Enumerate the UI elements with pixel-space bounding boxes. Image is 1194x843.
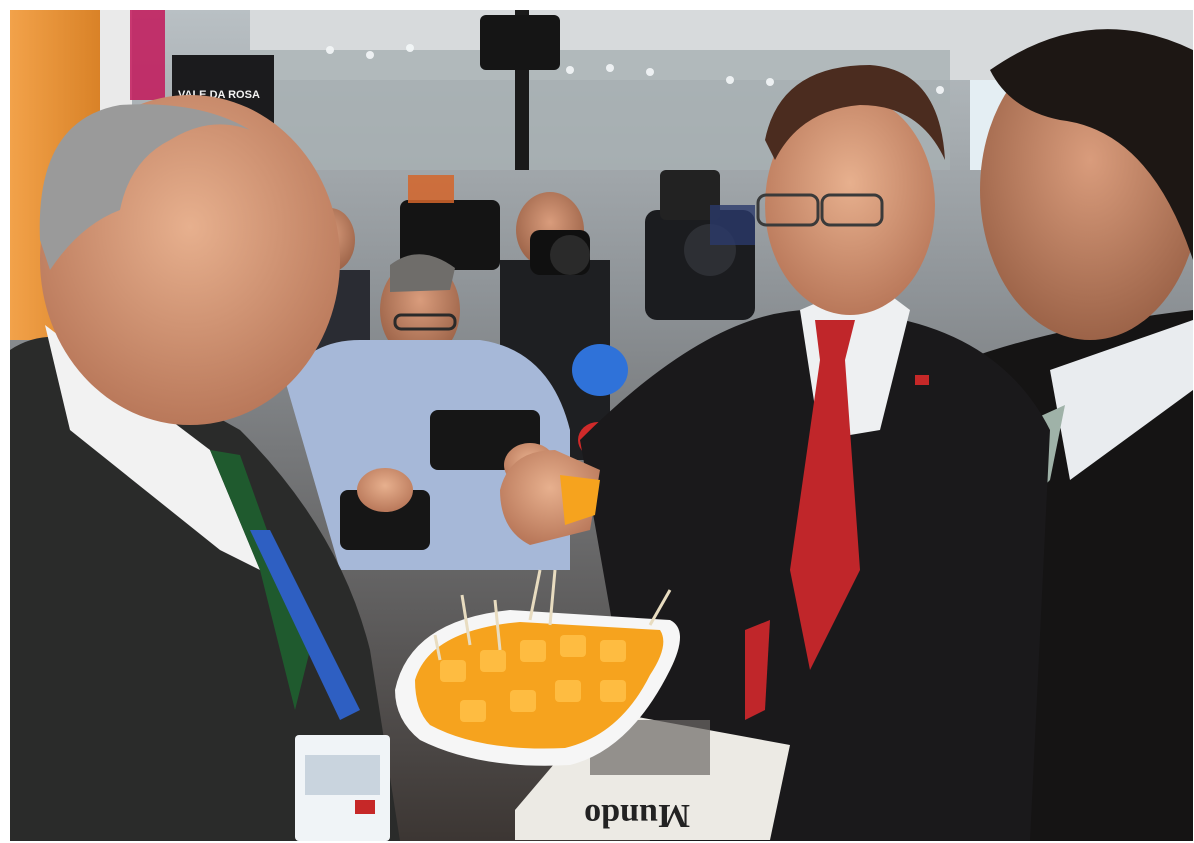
tv-camera	[645, 170, 755, 320]
tv-camera-top	[480, 10, 560, 170]
newspaper-masthead: Mundo	[584, 797, 690, 834]
red-tie	[790, 320, 860, 670]
man-center	[500, 65, 1050, 841]
lapel-pin	[915, 375, 929, 385]
photo: VALE DA ROSA	[10, 10, 1193, 841]
ceiling-lights	[326, 44, 944, 94]
toothpicks	[433, 569, 672, 661]
photographers-crowd	[285, 175, 610, 570]
green-tie	[210, 450, 310, 710]
lanyard	[250, 530, 360, 720]
man-left	[10, 95, 400, 841]
microphone-blue	[572, 344, 628, 396]
fruit-plate	[395, 569, 680, 766]
